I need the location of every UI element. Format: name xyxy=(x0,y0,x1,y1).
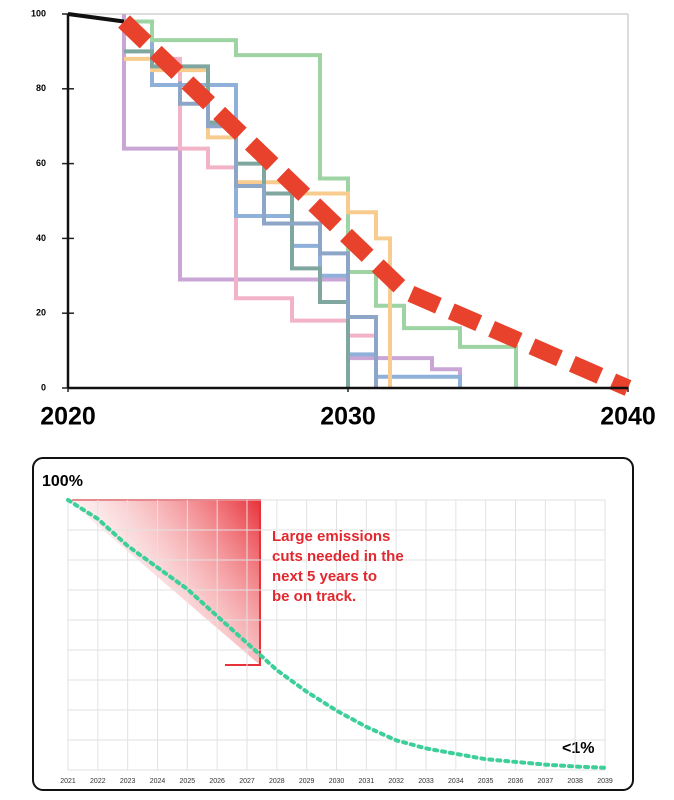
x-tick-label: 2022 xyxy=(90,778,106,785)
x-tick-label: 2039 xyxy=(597,778,613,785)
annotation: next 5 years to xyxy=(272,568,377,585)
y-tick-label: 60 xyxy=(36,158,46,168)
annotation: be on track. xyxy=(272,588,356,605)
annotation: cuts needed in the xyxy=(272,548,404,565)
x-tick-label: 2031 xyxy=(359,778,375,785)
x-tick-label: 2030 xyxy=(329,778,345,785)
y-tick-label: 20 xyxy=(36,308,46,318)
x-tick-label: 2030 xyxy=(320,403,376,431)
x-tick-label: 2038 xyxy=(567,778,583,785)
x-tick-label: 2029 xyxy=(299,778,315,785)
x-tick-label: 2035 xyxy=(478,778,494,785)
y-tick-label: 100 xyxy=(31,8,46,18)
line xyxy=(67,12,125,24)
x-tick-label: 2033 xyxy=(418,778,434,785)
line xyxy=(66,498,607,770)
line xyxy=(124,19,378,388)
x-tick-label: 2027 xyxy=(239,778,255,785)
x-tick-label: 2021 xyxy=(60,778,76,785)
start-label: 100% xyxy=(42,473,83,490)
x-tick-label: 2020 xyxy=(40,403,96,431)
y-tick-label: 40 xyxy=(36,233,46,243)
line xyxy=(118,15,632,396)
cut-triangle xyxy=(68,500,260,665)
line xyxy=(178,81,378,388)
end-label: <1% xyxy=(562,740,594,757)
y-tick-label: 80 xyxy=(36,83,46,93)
x-tick-label: 2026 xyxy=(209,778,225,785)
annotation: Large emissions xyxy=(272,528,390,545)
x-tick-label: 2023 xyxy=(120,778,136,785)
y-tick-label: 0 xyxy=(41,382,46,392)
x-tick-label: 2028 xyxy=(269,778,285,785)
x-tick-label: 2034 xyxy=(448,778,464,785)
x-tick-label: 2037 xyxy=(538,778,554,785)
x-tick-label: 2040 xyxy=(600,403,656,431)
x-tick-label: 2036 xyxy=(508,778,524,785)
x-tick-label: 2025 xyxy=(180,778,196,785)
x-tick-label: 2024 xyxy=(150,778,166,785)
x-tick-label: 2032 xyxy=(388,778,404,785)
line xyxy=(124,56,392,388)
